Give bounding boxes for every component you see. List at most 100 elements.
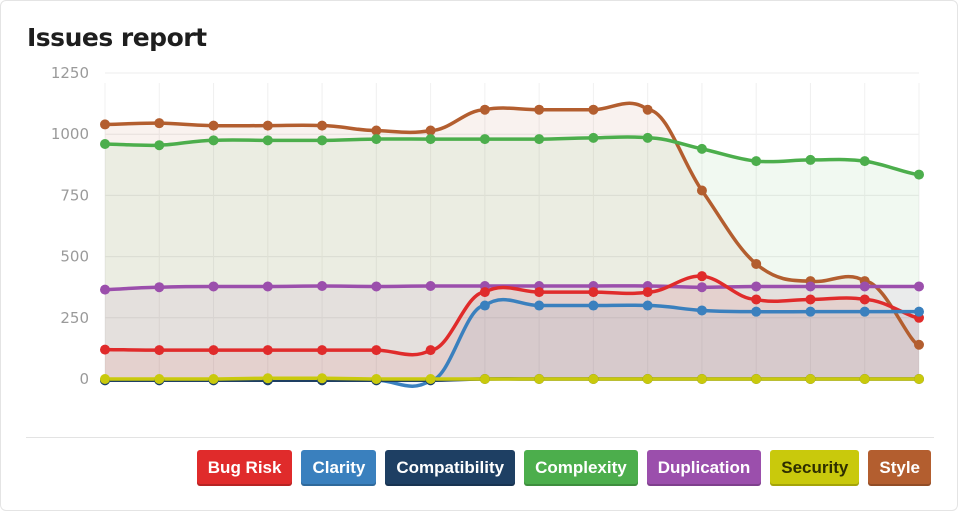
point-complexity[interactable] <box>479 134 490 145</box>
y-tick-label: 0 <box>79 370 89 388</box>
point-duplication[interactable] <box>914 281 924 292</box>
point-style[interactable] <box>100 119 110 130</box>
point-style[interactable] <box>534 104 545 115</box>
point-complexity[interactable] <box>534 134 545 145</box>
point-duplication[interactable] <box>371 281 382 292</box>
point-security[interactable] <box>534 374 545 384</box>
y-tick-label: 750 <box>60 186 89 204</box>
point-complexity[interactable] <box>914 169 924 180</box>
point-clarity[interactable] <box>588 300 599 311</box>
point-complexity[interactable] <box>696 143 707 154</box>
point-bug-risk[interactable] <box>262 345 273 356</box>
point-security[interactable] <box>859 374 870 384</box>
line-duplication <box>103 284 921 292</box>
point-style[interactable] <box>317 120 328 131</box>
point-complexity[interactable] <box>208 135 219 146</box>
point-duplication[interactable] <box>208 281 219 292</box>
point-complexity[interactable] <box>859 156 870 167</box>
point-clarity[interactable] <box>479 300 490 311</box>
point-security[interactable] <box>100 374 110 384</box>
point-bug-risk[interactable] <box>479 287 490 298</box>
point-style[interactable] <box>642 104 653 115</box>
point-style[interactable] <box>479 104 490 115</box>
point-complexity[interactable] <box>805 154 816 165</box>
point-complexity[interactable] <box>262 135 273 146</box>
point-complexity[interactable] <box>588 132 599 143</box>
point-security[interactable] <box>751 374 762 384</box>
point-security[interactable] <box>317 373 328 384</box>
point-duplication[interactable] <box>751 281 762 292</box>
y-axis-ticks: 0 250 500 750 1000 1250 <box>51 64 89 388</box>
point-complexity[interactable] <box>425 134 436 145</box>
point-bug-risk[interactable] <box>100 344 110 355</box>
point-security[interactable] <box>262 373 273 384</box>
point-duplication[interactable] <box>805 281 816 292</box>
point-bug-risk[interactable] <box>208 345 219 356</box>
point-security[interactable] <box>914 374 924 384</box>
point-clarity[interactable] <box>642 300 653 311</box>
point-bug-risk[interactable] <box>154 345 165 356</box>
point-clarity[interactable] <box>859 306 870 317</box>
legend-item-security[interactable]: Security <box>770 450 860 486</box>
point-duplication[interactable] <box>317 280 328 291</box>
point-style[interactable] <box>914 339 924 350</box>
point-duplication[interactable] <box>262 281 273 292</box>
point-bug-risk[interactable] <box>425 345 436 356</box>
point-complexity[interactable] <box>371 134 382 145</box>
point-style[interactable] <box>154 118 165 129</box>
point-style[interactable] <box>588 104 599 115</box>
point-style[interactable] <box>262 120 273 131</box>
point-clarity[interactable] <box>696 305 707 316</box>
point-bug-risk[interactable] <box>859 294 870 305</box>
point-complexity[interactable] <box>317 135 328 146</box>
line-bug-risk <box>103 274 921 357</box>
point-duplication[interactable] <box>696 282 707 293</box>
point-bug-risk[interactable] <box>534 287 545 298</box>
point-security[interactable] <box>588 374 599 384</box>
point-duplication[interactable] <box>100 284 110 295</box>
point-bug-risk[interactable] <box>696 271 707 282</box>
point-security[interactable] <box>208 374 219 384</box>
line-complexity <box>103 135 921 177</box>
point-clarity[interactable] <box>914 306 924 317</box>
point-clarity[interactable] <box>805 306 816 317</box>
point-complexity[interactable] <box>642 132 653 143</box>
legend-item-compatibility[interactable]: Compatibility <box>385 450 516 486</box>
legend-item-style[interactable]: Style <box>868 450 931 486</box>
point-clarity[interactable] <box>751 306 762 317</box>
point-duplication[interactable] <box>859 281 870 292</box>
point-complexity[interactable] <box>100 138 110 149</box>
area-bug-risk <box>105 276 919 379</box>
point-security[interactable] <box>805 374 816 384</box>
point-style[interactable] <box>751 258 762 269</box>
chart-legend: Bug Risk Clarity Compatibility Complexity Du… <box>196 450 931 486</box>
point-style[interactable] <box>208 120 219 131</box>
chart-lines <box>103 101 921 388</box>
point-style[interactable] <box>425 125 436 136</box>
legend-item-complexity[interactable]: Complexity <box>524 450 638 486</box>
point-security[interactable] <box>154 374 165 384</box>
point-style[interactable] <box>696 185 707 196</box>
point-style[interactable] <box>371 125 382 136</box>
point-security[interactable] <box>479 374 490 384</box>
y-tick-label: 1000 <box>51 125 89 143</box>
point-duplication[interactable] <box>154 282 165 293</box>
point-security[interactable] <box>642 374 653 384</box>
point-bug-risk[interactable] <box>642 287 653 298</box>
point-bug-risk[interactable] <box>371 345 382 356</box>
point-bug-risk[interactable] <box>805 294 816 305</box>
point-security[interactable] <box>425 374 436 384</box>
area-duplication <box>105 285 919 379</box>
point-clarity[interactable] <box>534 300 545 311</box>
point-complexity[interactable] <box>751 156 762 167</box>
point-bug-risk[interactable] <box>588 287 599 298</box>
point-complexity[interactable] <box>154 140 165 151</box>
legend-item-duplication[interactable]: Duplication <box>646 450 762 486</box>
point-bug-risk[interactable] <box>317 345 328 356</box>
point-bug-risk[interactable] <box>751 294 762 305</box>
point-security[interactable] <box>371 374 382 384</box>
point-duplication[interactable] <box>425 280 436 291</box>
legend-item-bug-risk[interactable]: Bug Risk <box>196 450 293 486</box>
point-security[interactable] <box>696 374 707 384</box>
legend-item-clarity[interactable]: Clarity <box>301 450 377 486</box>
